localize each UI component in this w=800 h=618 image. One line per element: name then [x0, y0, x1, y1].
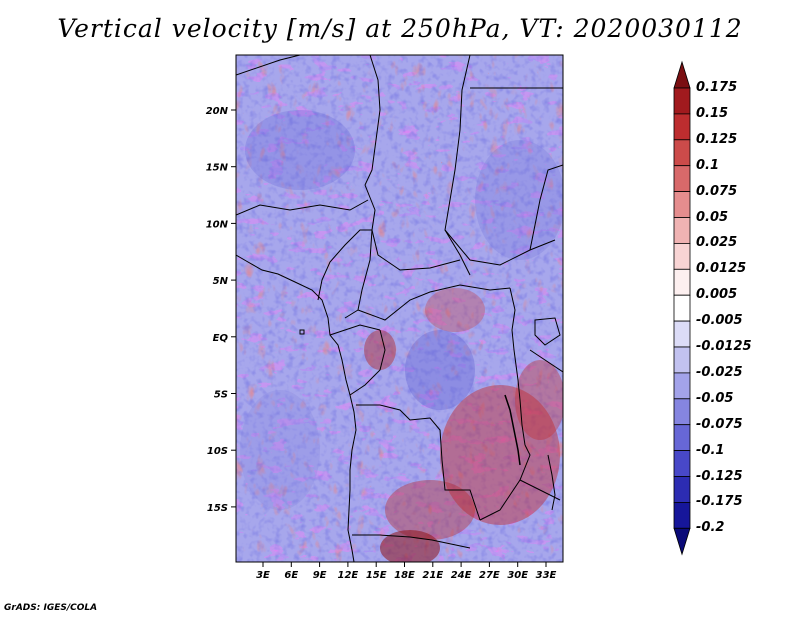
border-tanzania-kenya — [529, 349, 563, 373]
lon-label-15e: 15E — [366, 570, 387, 581]
colorbar-label: 0.025 — [696, 235, 738, 251]
colorbar-label: 0.05 — [696, 209, 729, 225]
border-drc-angola — [356, 404, 443, 461]
lon-label-30e: 30E — [507, 570, 528, 581]
border-congo-drc — [349, 329, 386, 396]
colorbar-label: -0.2 — [696, 520, 725, 536]
lake-tanganyika — [504, 394, 521, 466]
border-chad-sudan — [444, 55, 471, 276]
border-mozambique — [519, 479, 561, 501]
colorbar-box — [673, 191, 691, 218]
colorbar-box — [673, 346, 691, 374]
colorbar-label: 0.175 — [696, 80, 738, 95]
colorbar-label: 0.0125 — [696, 261, 747, 277]
map-frame — [235, 54, 564, 563]
figure-title: Vertical velocity [m/s] at 250hPa, VT: 2… — [57, 14, 743, 43]
colorbar-label: -0.0125 — [696, 339, 752, 354]
border-angola-namibia — [352, 534, 471, 549]
colorbar-label: -0.005 — [696, 313, 743, 329]
colorbar-box — [673, 217, 691, 244]
longitude-axis: 3E 6E 9E 12E 15E 18E 21E 24E 27E 30E 33E — [256, 562, 557, 581]
country-borders — [236, 55, 563, 562]
border-congo-gabon — [329, 324, 381, 336]
colorbar-box — [673, 501, 691, 529]
lon-label-24e: 24E — [451, 570, 472, 581]
colorbar-box — [673, 242, 691, 270]
colorbar-label: -0.075 — [696, 416, 743, 432]
lat-label-20n: 20N — [206, 106, 229, 117]
vertical-velocity-field — [236, 55, 563, 562]
colorbar-box — [673, 113, 691, 141]
colorbar-label: -0.125 — [696, 468, 743, 484]
border-car-drc — [357, 284, 511, 321]
lat-label-15s: 15S — [207, 503, 228, 514]
lon-label-12e: 12E — [338, 570, 359, 581]
colorbar-label: 0.075 — [696, 183, 738, 199]
colorbar-label: -0.025 — [696, 364, 743, 380]
colorbar-box — [673, 372, 691, 400]
colorbar-box — [673, 87, 691, 115]
colorbar-box — [673, 268, 691, 296]
lon-label-9e: 9E — [313, 570, 327, 581]
border-drc-east — [509, 287, 526, 446]
colorbar-box — [673, 294, 691, 322]
colorbar — [673, 60, 691, 556]
lat-label-10n: 10N — [206, 219, 229, 230]
colorbar-box — [673, 139, 691, 167]
lon-label-33e: 33E — [536, 570, 557, 581]
lon-label-21e: 21E — [422, 570, 443, 581]
border-angola-zambia — [441, 459, 481, 521]
colorbar-box — [673, 165, 691, 192]
colorbar-label: -0.1 — [696, 442, 725, 458]
colorbar-label: 0.005 — [696, 287, 738, 303]
colorbar-label: -0.05 — [696, 390, 734, 406]
colorbar-label: 0.125 — [696, 131, 738, 147]
lat-label-15n: 15N — [206, 163, 229, 174]
border-ethiopia — [529, 164, 563, 251]
lat-label-5s: 5S — [214, 390, 228, 401]
latitude-axis: 20N 15N 10N 5N EQ 5S 10S 15S — [206, 106, 236, 514]
colorbar-label: -0.175 — [696, 494, 743, 510]
lake-malawi — [547, 454, 556, 511]
lake-victoria — [534, 317, 561, 346]
colorbar-box — [673, 450, 691, 477]
colorbar-label: 0.15 — [696, 105, 729, 121]
lon-label-3e: 3E — [256, 570, 270, 581]
lat-label-10s: 10S — [207, 446, 228, 457]
lat-label-5n: 5N — [213, 276, 229, 287]
colorbar-box — [673, 424, 691, 452]
border-chad-car — [364, 184, 461, 271]
colorbar-top-extend — [673, 60, 691, 89]
lat-label-eq: EQ — [213, 333, 229, 344]
border-libya-chad — [364, 55, 381, 186]
gulf-of-guinea-islands — [299, 329, 305, 335]
border-niger-algeria — [236, 55, 301, 76]
colorbar-box — [673, 320, 691, 348]
border-nigeria-cameroon — [317, 229, 372, 301]
lon-label-18e: 18E — [394, 570, 415, 581]
grads-credit: GrADS: IGES/COLA — [4, 603, 98, 613]
coastline-west — [236, 254, 357, 562]
border-niger-nigeria — [236, 199, 369, 216]
colorbar-label: 0.1 — [696, 157, 720, 173]
border-sudan-ssudan — [444, 229, 556, 266]
colorbar-box — [673, 476, 691, 503]
colorbar-box — [673, 398, 691, 426]
lon-label-27e: 27E — [479, 570, 500, 581]
border-cameroon-car — [344, 229, 373, 319]
lon-label-6e: 6E — [284, 570, 298, 581]
colorbar-bottom-extend — [673, 527, 691, 556]
